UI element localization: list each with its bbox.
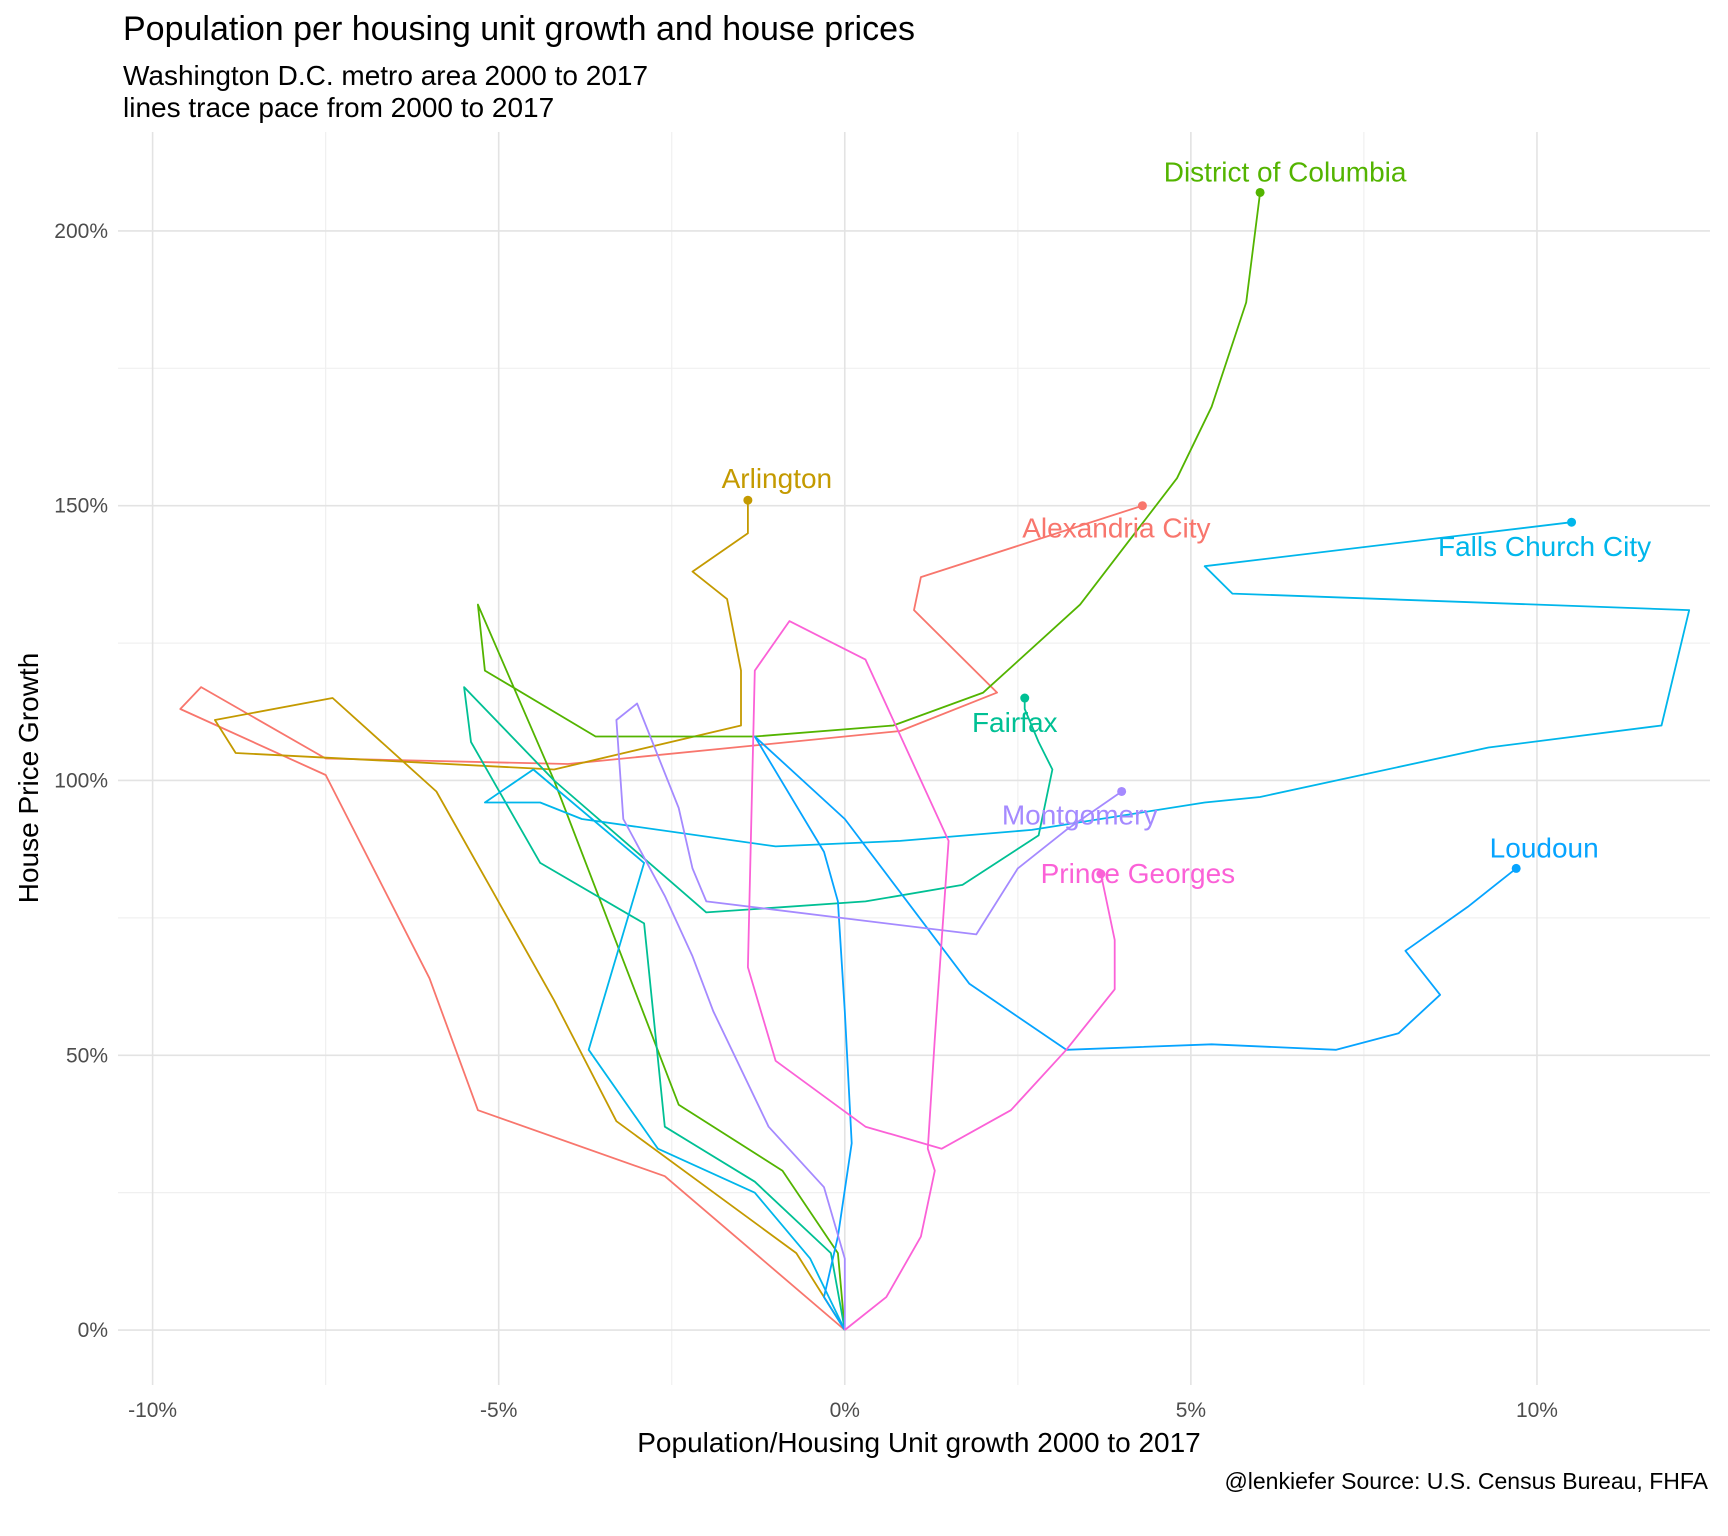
y-axis-title: House Price Growth: [13, 653, 44, 904]
series-endpoint-prince-georges: [1096, 869, 1106, 879]
series-endpoint-alexandria-city: [1137, 501, 1147, 511]
x-tick-label: 10%: [1516, 1399, 1558, 1422]
x-tick-label: -10%: [128, 1399, 177, 1422]
chart-subtitle-line-2: lines trace pace from 2000 to 2017: [123, 92, 555, 123]
series-endpoint-fairfax: [1020, 693, 1030, 703]
series-line-prince-georges: [747, 620, 1116, 1331]
series-endpoint-district-of-columbia: [1255, 187, 1265, 197]
series-label-arlington: Arlington: [722, 463, 833, 494]
chart-title: Population per housing unit growth and h…: [123, 10, 915, 48]
chart-subtitle-line-1: Washington D.C. metro area 2000 to 2017: [123, 60, 649, 91]
series-endpoint-loudoun: [1511, 863, 1521, 873]
y-tick-label: 50%: [66, 1044, 108, 1067]
y-tick-label: 100%: [54, 769, 108, 792]
series-line-district-of-columbia: [476, 192, 1261, 1331]
y-tick-label: 0%: [78, 1319, 108, 1342]
series-labels: Alexandria City Arlington District of Colu…: [722, 156, 1652, 888]
axis-labels: -10% -5% 0% 5% 10% 0% 50% 100% 150% 200%: [54, 220, 1558, 1422]
series-endpoint-falls-church-city: [1567, 517, 1577, 527]
x-tick-label: 0%: [830, 1399, 860, 1422]
grid-lines: [118, 132, 1710, 1385]
y-tick-label: 200%: [54, 220, 108, 243]
series-lines: [179, 187, 1691, 1331]
y-tick-label: 150%: [54, 495, 108, 518]
series-line-loudoun: [753, 735, 1517, 1331]
source-caption: @lenkiefer Source: U.S. Census Bureau, F…: [1224, 1468, 1708, 1494]
x-tick-label: 5%: [1176, 1399, 1206, 1422]
series-label-montgomery: Montgomery: [1002, 799, 1158, 830]
series-label-fairfax: Fairfax: [972, 707, 1058, 738]
series-endpoint-montgomery: [1117, 786, 1127, 796]
series-endpoint-arlington: [743, 495, 753, 505]
series-line-fairfax: [463, 686, 1054, 1331]
x-axis-title: Population/Housing Unit growth 2000 to 2…: [637, 1427, 1201, 1458]
series-line-montgomery: [615, 702, 1123, 1330]
series-line-arlington: [213, 500, 846, 1331]
series-line-falls-church-city: [483, 521, 1691, 1331]
series-label-loudoun: Loudoun: [1490, 832, 1599, 863]
series-label-falls-church-city: Falls Church City: [1438, 531, 1651, 562]
series-label-prince-georges: Prince Georges: [1041, 858, 1236, 889]
series-label-alexandria-city: Alexandria City: [1022, 513, 1210, 544]
series-line-alexandria-city: [179, 504, 1143, 1331]
x-tick-label: -5%: [480, 1399, 517, 1422]
series-label-district-of-columbia: District of Columbia: [1164, 156, 1407, 187]
